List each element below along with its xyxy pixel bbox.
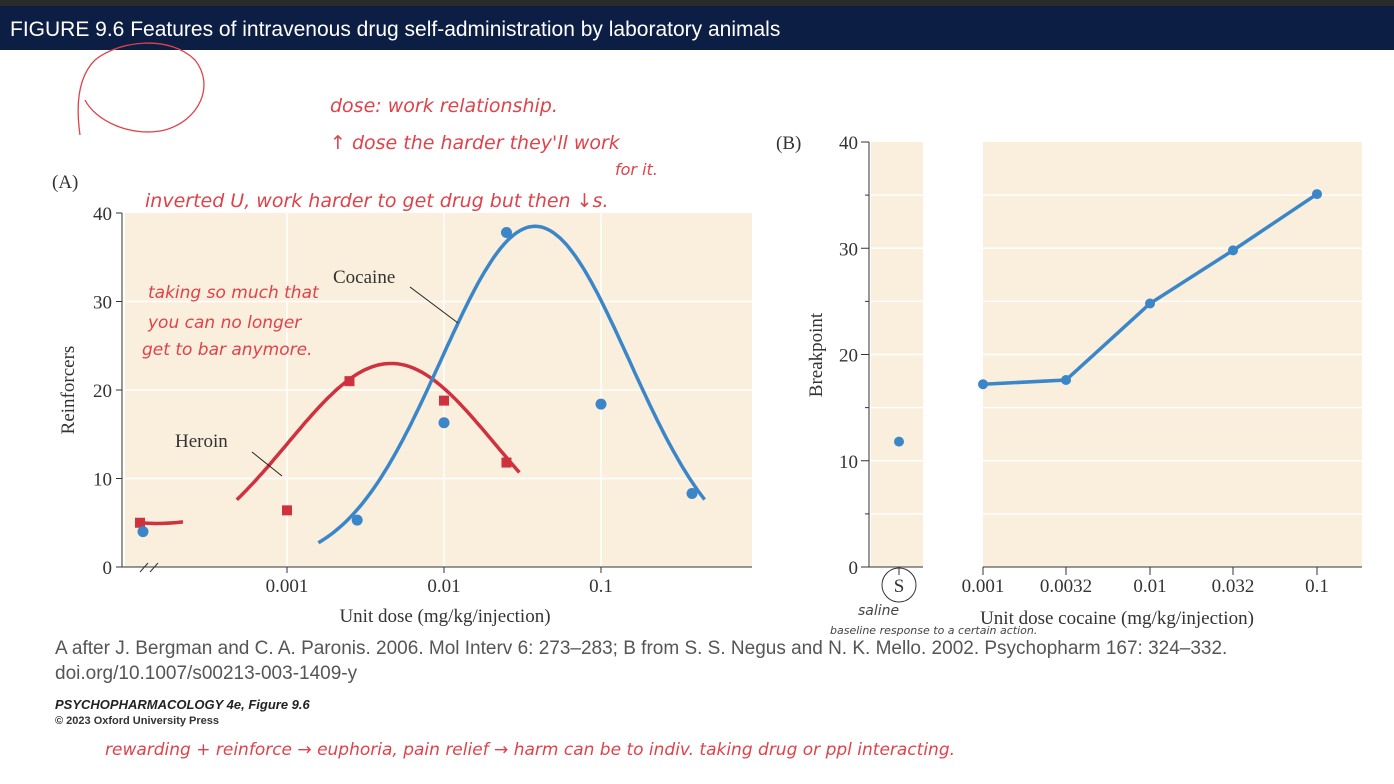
panel-label: (A)	[52, 172, 78, 193]
x-tick-label: S	[894, 576, 905, 597]
cocaine-point	[686, 488, 698, 500]
title-bar: FIGURE 9.6 Features of intravenous drug …	[0, 0, 1394, 50]
caption-line1: A after J. Bergman and C. A. Paronis. 20…	[55, 638, 1228, 659]
x-tick-label: 0.1	[1305, 576, 1329, 597]
x-tick-label: 0.001	[266, 576, 309, 597]
y-tick-label: 30	[839, 239, 858, 260]
cocaine-point	[500, 226, 512, 238]
panel-label: (B)	[776, 133, 801, 154]
x-tick-label: 0.001	[962, 576, 1005, 597]
x-tick-label: 0.0032	[1040, 576, 1092, 597]
y-tick-label: 10	[839, 452, 858, 473]
annotation: you can no longer	[148, 313, 302, 333]
handdrawn-circle	[77, 42, 205, 136]
caption-line2: doi.org/10.1007/s00213-003-1409-y	[55, 663, 358, 684]
heroin-label: Heroin	[175, 431, 228, 452]
heroin-point	[135, 517, 145, 528]
heroin-point	[501, 457, 512, 468]
y-tick-label: 10	[93, 470, 112, 491]
breakpoint-point	[1145, 298, 1155, 309]
heroin-fit-curve	[235, 361, 521, 502]
annotation: inverted U, work harder to get drug but …	[145, 190, 609, 212]
x-axis-label: Unit dose cocaine (mg/kg/injection)	[980, 608, 1254, 629]
y-tick-label: 30	[93, 293, 112, 314]
annotation: baseline response to a certain action.	[830, 624, 1038, 637]
breakpoint-point	[978, 379, 988, 390]
book-credit: PSYCHOPHARMACOLOGY 4e, Figure 9.6	[55, 697, 310, 712]
x-tick-label: 0.1	[589, 576, 613, 597]
y-axis-label: Reinforcers	[58, 346, 79, 435]
x-axis-label: Unit dose (mg/kg/injection)	[339, 606, 550, 627]
y-tick-label: 20	[839, 346, 858, 367]
heroin-point	[344, 376, 355, 387]
axis-break	[139, 562, 159, 573]
breakpoint-point	[1061, 375, 1071, 385]
y-axis-label: Breakpoint	[806, 312, 827, 397]
cocaine-point	[438, 417, 450, 429]
heroin-point	[439, 395, 449, 406]
cocaine-point	[595, 398, 607, 410]
x-tick-label: 0.01	[1133, 576, 1166, 597]
cocaine-fit-curve	[317, 224, 706, 545]
figure-title: FIGURE 9.6 Features of intravenous drug …	[10, 18, 781, 41]
breakpoint-point	[1312, 189, 1322, 200]
annotation: for it.	[615, 160, 658, 179]
handdrawn-circle-s	[881, 567, 917, 603]
copyright: © 2023 Oxford University Press	[55, 715, 220, 727]
y-tick-label: 20	[93, 381, 112, 402]
annotation: taking so much that	[148, 283, 319, 303]
y-tick-label: 40	[93, 204, 112, 225]
x-tick-label: 0.032	[1212, 576, 1255, 597]
breakpoint-point	[1228, 245, 1238, 256]
y-tick-label: 40	[839, 133, 858, 154]
annotation: dose: work relationship.	[330, 95, 558, 117]
cocaine-point	[137, 526, 149, 538]
x-tick-label: 0.01	[427, 576, 460, 597]
y-tick-label: 0	[103, 558, 113, 579]
annotation: saline	[858, 603, 900, 619]
saline-point	[894, 436, 904, 447]
heroin-point	[282, 505, 292, 516]
y-tick-label: 0	[849, 558, 859, 579]
annotation: get to bar anymore.	[142, 340, 313, 360]
heroin-leader	[251, 451, 283, 477]
heroin-saline-segment	[139, 520, 184, 526]
annotation: ↑ dose the harder they'll work	[330, 132, 620, 154]
cocaine-leader	[409, 286, 459, 324]
annotation: rewarding + reinforce → euphoria, pain r…	[105, 740, 956, 760]
cocaine-point	[351, 514, 363, 526]
cocaine-label: Cocaine	[333, 267, 395, 288]
